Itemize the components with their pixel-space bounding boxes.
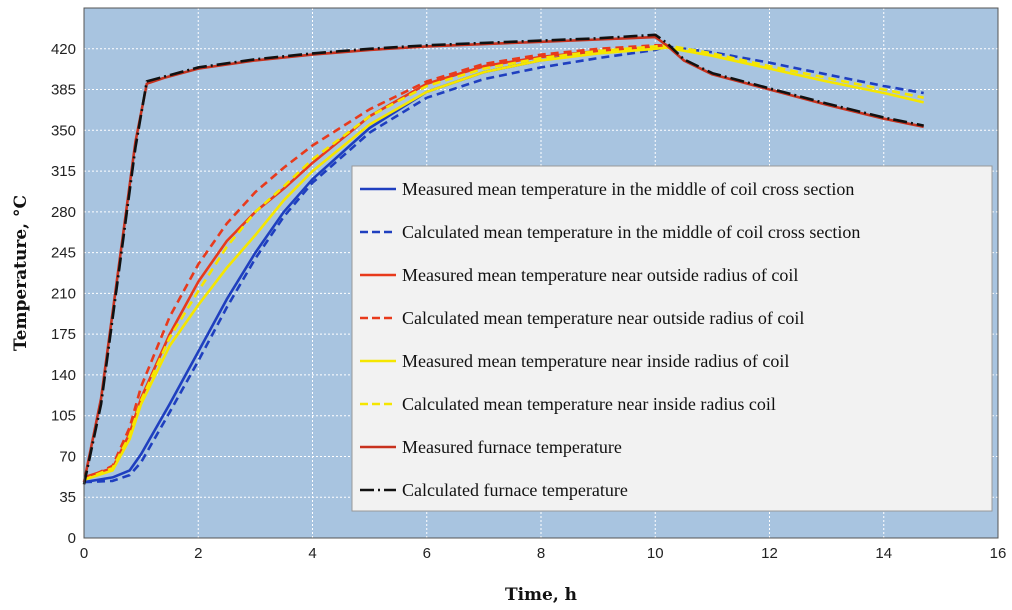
x-tick-label: 8 (537, 545, 545, 562)
y-tick-label: 420 (51, 41, 76, 58)
series-line-4 (83, 43, 667, 481)
legend-label-4: Calculated mean temperature near outside… (402, 308, 804, 328)
legend-label-3: Measured mean temperature near outside r… (402, 265, 798, 285)
y-tick-label: 35 (59, 489, 76, 506)
x-tick-label: 4 (308, 545, 316, 562)
series-line-6 (83, 43, 924, 482)
x-tick-label: 2 (194, 545, 202, 562)
series-line-5 (83, 46, 924, 482)
legend-label-8: Calculated furnace temperature (402, 480, 628, 500)
x-tick-label: 0 (80, 545, 88, 562)
y-tick-label: 0 (68, 530, 76, 547)
y-tick-label: 140 (51, 367, 76, 384)
x-axis-title: Time, h (505, 585, 577, 605)
legend-box (351, 165, 993, 512)
ticks: 0 2 4 6 8 10 12 14 16 0 35 70 105 140 175 210 245 280 315 3… (51, 41, 1006, 562)
legend-label-1: Measured mean temperature in the middle … (402, 179, 854, 199)
y-tick-label: 385 (51, 82, 76, 99)
x-tick-label: 14 (875, 545, 892, 562)
series-lines (82, 33, 924, 485)
y-tick-label: 280 (51, 204, 76, 221)
series-line-2 (83, 45, 924, 484)
x-tick-label: 12 (761, 545, 778, 562)
y-tick-label: 315 (51, 163, 76, 180)
y-tick-label: 245 (51, 245, 76, 262)
plot-border (83, 7, 999, 539)
y-tick-label: 175 (51, 326, 76, 343)
y-tick-label: 350 (51, 122, 76, 139)
x-tick-label: 6 (423, 545, 431, 562)
y-tick-label: 105 (51, 408, 76, 425)
legend-label-2: Calculated mean temperature in the middl… (402, 222, 860, 242)
y-axis-title: Temperature, °C (11, 195, 31, 351)
y-tick-label: 70 (59, 448, 76, 465)
x-tick-label: 16 (990, 545, 1007, 562)
x-tick-label: 10 (647, 545, 664, 562)
legend-label-6: Calculated mean temperature near inside … (402, 394, 776, 414)
y-tick-label: 210 (51, 285, 76, 302)
legend-label-7: Measured furnace temperature (402, 437, 622, 457)
series-line-8 (82, 33, 924, 485)
legend-label-5: Measured mean temperature near inside ra… (402, 351, 789, 371)
legend: Measured mean temperature in the middle … (351, 165, 993, 512)
